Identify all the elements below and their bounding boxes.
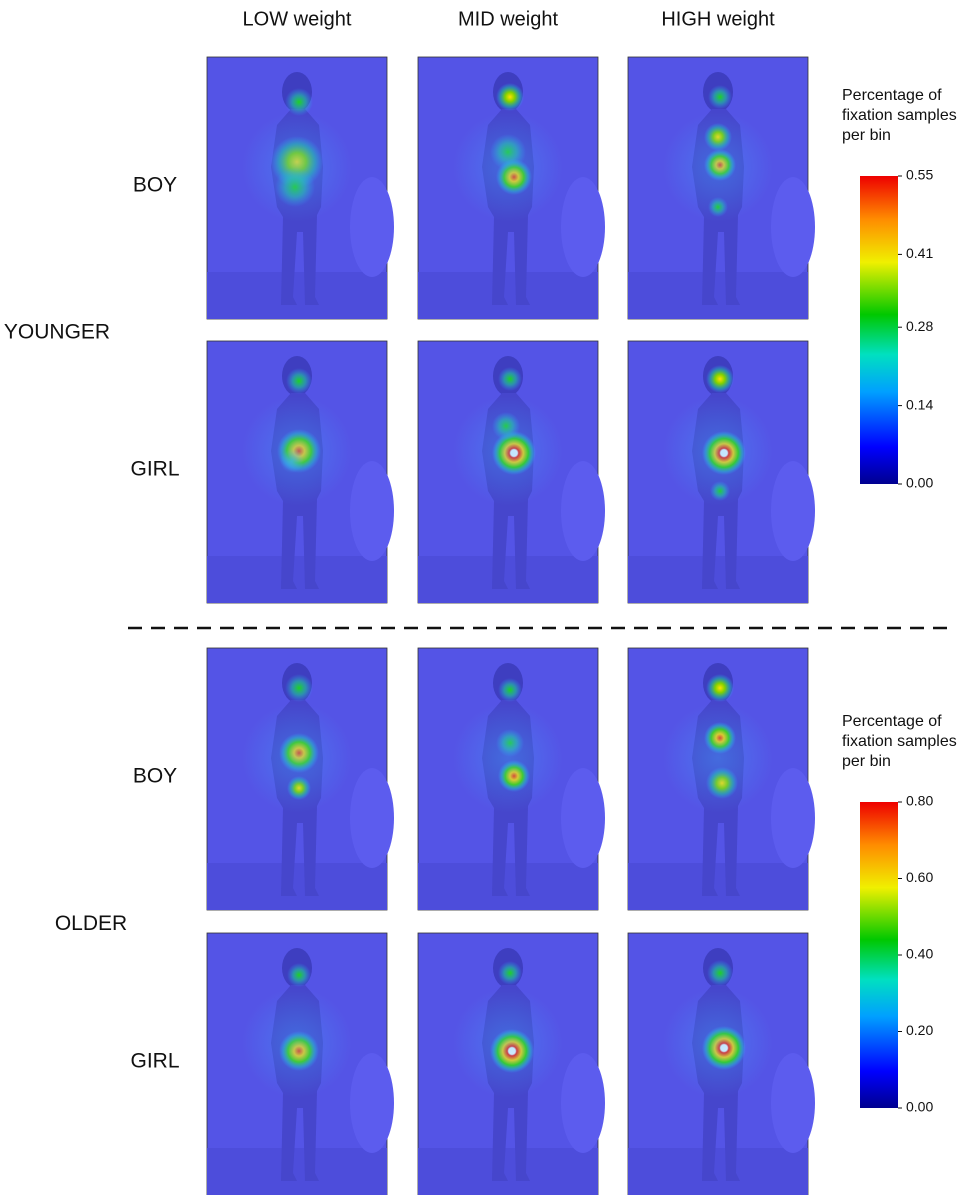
colorbar-tick-label: 0.00 — [906, 475, 933, 491]
heat-spot — [707, 960, 733, 986]
figure: LOW weight MID weight HIGH weight BOY GIRL YO… — [0, 0, 971, 1195]
heat-spot — [498, 367, 522, 391]
group-label: OLDER — [55, 912, 127, 935]
colorbar-tick-label: 0.14 — [906, 396, 933, 412]
heat-halo — [453, 396, 563, 506]
floor — [418, 863, 598, 910]
heat-spot — [285, 88, 313, 116]
heat-halo — [242, 396, 352, 506]
column-header: LOW weight — [243, 8, 352, 30]
heatmap-panel — [418, 933, 605, 1195]
heatmap-panel — [628, 341, 815, 603]
heat-halo — [663, 396, 773, 506]
floor — [628, 863, 808, 910]
heatmap-panel — [207, 933, 394, 1195]
heat-spot — [286, 368, 312, 394]
row-label: BOY — [133, 765, 177, 788]
heat-spot — [706, 674, 734, 702]
floor — [207, 556, 387, 603]
colorbar-tick-label: 0.60 — [906, 869, 933, 885]
heat-spot — [498, 961, 522, 985]
heatmap-panel — [628, 648, 815, 910]
heatmap-panel — [207, 57, 394, 319]
heat-halo — [242, 112, 352, 222]
wall-shade — [350, 768, 394, 868]
colorbar-tick-label: 0.40 — [906, 946, 933, 962]
colorbar-title: per bin — [842, 753, 891, 770]
wall-shade — [771, 461, 815, 561]
heatmap-panel — [418, 648, 605, 910]
colorbar — [860, 802, 898, 1108]
colorbar-tick-label: 0.00 — [906, 1099, 933, 1115]
floor — [628, 556, 808, 603]
wall-shade — [771, 1053, 815, 1153]
heatmap-panel — [207, 341, 394, 603]
heat-spot — [708, 85, 732, 109]
wall-shade — [561, 177, 605, 277]
colorbar — [860, 176, 898, 484]
row-label: BOY — [133, 174, 177, 197]
wall-shade — [350, 177, 394, 277]
heatmap-panel — [418, 341, 605, 603]
wall-shade — [771, 177, 815, 277]
floor — [207, 863, 387, 910]
heat-halo — [663, 988, 773, 1098]
floor — [418, 272, 598, 319]
floor — [207, 272, 387, 319]
wall-shade — [350, 461, 394, 561]
heatmap-panel — [628, 57, 815, 319]
heat-halo — [453, 703, 563, 813]
heat-halo — [242, 703, 352, 813]
heatmap-panel — [418, 57, 605, 319]
heat-spot — [498, 678, 522, 702]
floor — [628, 272, 808, 319]
heat-halo — [453, 112, 563, 222]
colorbar-tick-label: 0.28 — [906, 318, 933, 334]
floor — [628, 1148, 808, 1195]
heat-spot — [706, 365, 734, 393]
heat-halo — [242, 988, 352, 1098]
heatmap-panel — [628, 933, 815, 1195]
floor — [418, 556, 598, 603]
heat-spot — [285, 674, 313, 702]
wall-shade — [561, 461, 605, 561]
column-header: MID weight — [458, 8, 558, 30]
heat-spot — [496, 83, 524, 111]
row-label: GIRL — [130, 458, 179, 481]
wall-shade — [561, 1053, 605, 1153]
column-header: HIGH weight — [661, 8, 775, 30]
wall-shade — [771, 768, 815, 868]
group-label: YOUNGER — [4, 321, 110, 344]
colorbar-tick-label: 0.55 — [906, 167, 933, 183]
colorbar-title: fixation samples — [842, 733, 957, 750]
floor — [207, 1148, 387, 1195]
heat-halo — [663, 112, 773, 222]
heat-halo — [453, 988, 563, 1098]
wall-shade — [561, 768, 605, 868]
row-label: GIRL — [130, 1050, 179, 1073]
heat-spot — [287, 963, 311, 987]
floor — [418, 1148, 598, 1195]
colorbar-title: Percentage of — [842, 87, 942, 104]
colorbar-tick-label: 0.80 — [906, 793, 933, 809]
colorbar-tick-label: 0.20 — [906, 1022, 933, 1038]
colorbar-tick-label: 0.41 — [906, 245, 933, 261]
wall-shade — [350, 1053, 394, 1153]
colorbar-title: per bin — [842, 127, 891, 144]
heatmap-panel — [207, 648, 394, 910]
heat-halo — [663, 703, 773, 813]
colorbar-title: fixation samples — [842, 107, 957, 124]
colorbar-title: Percentage of — [842, 713, 942, 730]
